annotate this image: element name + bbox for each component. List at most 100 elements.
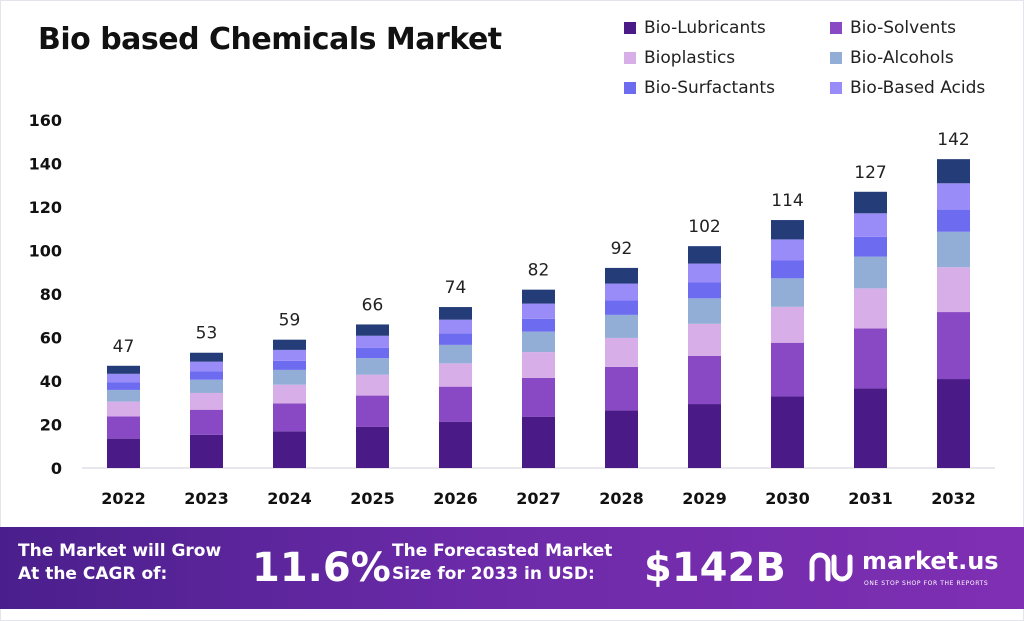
market-us-logo-icon xyxy=(809,552,853,582)
bar-segment xyxy=(522,416,555,468)
bar-segment xyxy=(190,392,223,410)
bar-segment xyxy=(356,347,389,359)
logo-name: market.us xyxy=(862,547,999,575)
bar-segment xyxy=(854,288,887,329)
bar-segment xyxy=(771,306,804,343)
bar-segment xyxy=(439,307,472,320)
bar-segment xyxy=(605,283,638,301)
bar-segment xyxy=(688,323,721,356)
bar-segment xyxy=(439,421,472,468)
bar-segment xyxy=(688,263,721,283)
y-tick-label: 80 xyxy=(40,285,62,304)
x-tick-label: 2032 xyxy=(931,489,976,508)
bar-total-label: 114 xyxy=(771,191,803,211)
bar-segment xyxy=(937,312,970,380)
bar-segment xyxy=(190,379,223,393)
bar-segment xyxy=(771,220,804,240)
bar-total-label: 127 xyxy=(854,163,886,183)
legend-item: Bio-Alcohols xyxy=(830,48,1010,68)
legend-item: Bio-Based Acids xyxy=(830,78,1010,98)
x-tick-label: 2026 xyxy=(433,489,478,508)
bar-total-label: 74 xyxy=(445,278,467,298)
bar-total-label: 53 xyxy=(196,324,218,344)
bar-segment xyxy=(356,358,389,375)
bar-segment xyxy=(854,256,887,289)
legend-label: Bio-Based Acids xyxy=(850,78,986,98)
legend-label: Bio-Lubricants xyxy=(644,18,766,38)
bar-segment xyxy=(190,371,223,380)
cagr-label-line1: The Market will Grow xyxy=(18,541,222,561)
bar-segment xyxy=(688,246,721,264)
bar-segment xyxy=(605,267,638,284)
x-tick-label: 2025 xyxy=(350,489,395,508)
bar-segment xyxy=(937,379,970,468)
bar-segment xyxy=(605,300,638,315)
y-tick-label: 20 xyxy=(40,416,62,435)
x-tick-label: 2027 xyxy=(516,489,561,508)
y-tick-label: 120 xyxy=(29,198,62,217)
bar-segment xyxy=(107,401,140,417)
legend-swatch xyxy=(624,52,636,64)
bar-segment xyxy=(273,339,306,350)
forecast-label-line2: Size for 2033 in USD: xyxy=(392,564,595,584)
bar-segment xyxy=(854,213,887,237)
bar-total-label: 82 xyxy=(528,261,550,281)
bar-segment xyxy=(522,318,555,332)
forecast-label: The Forecasted Market Size for 2033 in U… xyxy=(392,540,612,586)
bar-segment xyxy=(190,434,223,468)
bar-segment xyxy=(107,438,140,468)
bar-segment xyxy=(605,410,638,468)
bar-segment xyxy=(854,328,887,389)
bar-segment xyxy=(688,298,721,324)
bar-segment xyxy=(439,363,472,387)
bar-segment xyxy=(522,303,555,319)
x-tick-label: 2023 xyxy=(184,489,229,508)
y-tick-label: 60 xyxy=(40,329,62,348)
bar-segment xyxy=(771,239,804,261)
bar-segment xyxy=(273,403,306,432)
bar-segment xyxy=(605,314,638,338)
bar-segment xyxy=(190,409,223,435)
bar-segment xyxy=(771,396,804,468)
bar-segment xyxy=(273,349,306,361)
bar-segment xyxy=(771,342,804,397)
chart-legend: Bio-Lubricants Bio-Solvents Bioplastics Bio… xyxy=(624,18,1019,98)
legend-swatch xyxy=(830,82,842,94)
cagr-label: The Market will Grow At the CAGR of: xyxy=(18,540,221,586)
bar-segment xyxy=(107,416,140,439)
bar-total-label: 92 xyxy=(611,239,633,259)
bar-segment xyxy=(273,360,306,370)
legend-item: Bio-Surfactants xyxy=(624,78,830,98)
cagr-label-line2: At the CAGR of: xyxy=(18,564,168,584)
bar-segment xyxy=(854,236,887,257)
legend-label: Bio-Surfactants xyxy=(644,78,775,98)
bar-segment xyxy=(439,319,472,334)
x-tick-label: 2031 xyxy=(848,489,893,508)
bar-segment xyxy=(605,337,638,367)
legend-swatch xyxy=(830,22,842,34)
bar-segment xyxy=(937,267,970,313)
legend-item: Bioplastics xyxy=(624,48,830,68)
bar-segment xyxy=(356,335,389,348)
bar-segment xyxy=(937,183,970,210)
legend-label: Bio-Solvents xyxy=(850,18,956,38)
bar-segment xyxy=(854,191,887,214)
bar-total-label: 102 xyxy=(688,217,720,237)
x-tick-label: 2022 xyxy=(101,489,146,508)
bar-segment xyxy=(107,382,140,390)
bar-segment xyxy=(937,159,970,184)
bar-segment xyxy=(688,282,721,299)
bar-segment xyxy=(273,369,306,385)
bar-segment xyxy=(771,260,804,279)
bar-total-label: 142 xyxy=(937,130,969,150)
bar-segment xyxy=(522,289,555,304)
y-tick-label: 140 xyxy=(29,155,62,174)
x-tick-label: 2028 xyxy=(599,489,644,508)
bar-segment xyxy=(522,377,555,417)
bar-segment xyxy=(439,386,472,422)
bar-segment xyxy=(439,344,472,364)
bar-segment xyxy=(522,331,555,353)
bar-segment xyxy=(688,355,721,405)
bar-segment xyxy=(688,404,721,468)
bar-segment xyxy=(356,374,389,396)
